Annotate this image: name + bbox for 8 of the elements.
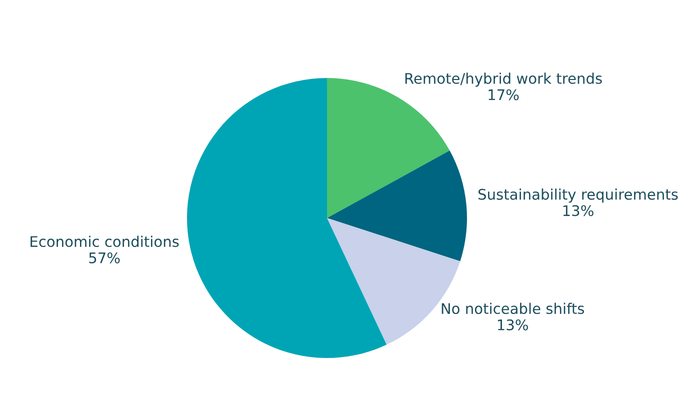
slice-label: No noticeable shifts [442,302,584,314]
data-label: 13% [498,319,528,330]
slice-label: Economic conditions [30,236,179,248]
slice-label: Sustainability requirements [478,188,678,203]
slice-label: Remote/hybrid work trends [405,72,602,87]
data-label: 17% [488,89,519,100]
data-label: 57% [89,252,120,264]
data-label: 13% [563,205,594,216]
